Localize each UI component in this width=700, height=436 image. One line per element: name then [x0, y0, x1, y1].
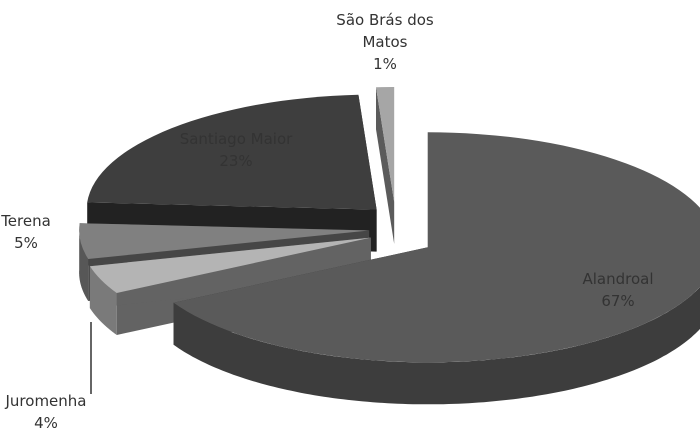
slice-top — [89, 237, 371, 293]
value-label: 67% — [601, 292, 635, 310]
slice — [173, 132, 700, 405]
value-label: 1% — [373, 55, 397, 73]
slice-top — [87, 94, 377, 210]
value-label: 5% — [14, 234, 38, 252]
data-label: Juromenha 4% — [6, 390, 87, 434]
category-label: Juromenha — [5, 392, 87, 410]
slice-cut-face — [376, 87, 395, 244]
slice-top — [79, 223, 370, 259]
data-label: São Brás dos Matos 1% — [325, 9, 445, 75]
category-label: Alandroal — [582, 270, 654, 288]
category-label: Terena — [1, 212, 51, 230]
data-label: Alandroal 67% — [582, 268, 653, 312]
slice-side — [89, 266, 117, 335]
value-label: 4% — [34, 414, 58, 432]
category-label: São Brás dos Matos — [336, 11, 434, 51]
slice-side — [79, 228, 89, 301]
data-label: Santiago Maior 23% — [180, 128, 293, 172]
slice-side — [173, 286, 700, 405]
value-label: 23% — [219, 152, 253, 170]
data-label: Terena 5% — [1, 210, 51, 254]
category-label: Santiago Maior — [179, 130, 293, 148]
slice-cut-face — [89, 237, 371, 309]
slice-top — [173, 132, 700, 363]
slice-top — [376, 86, 395, 203]
slice — [376, 86, 395, 244]
